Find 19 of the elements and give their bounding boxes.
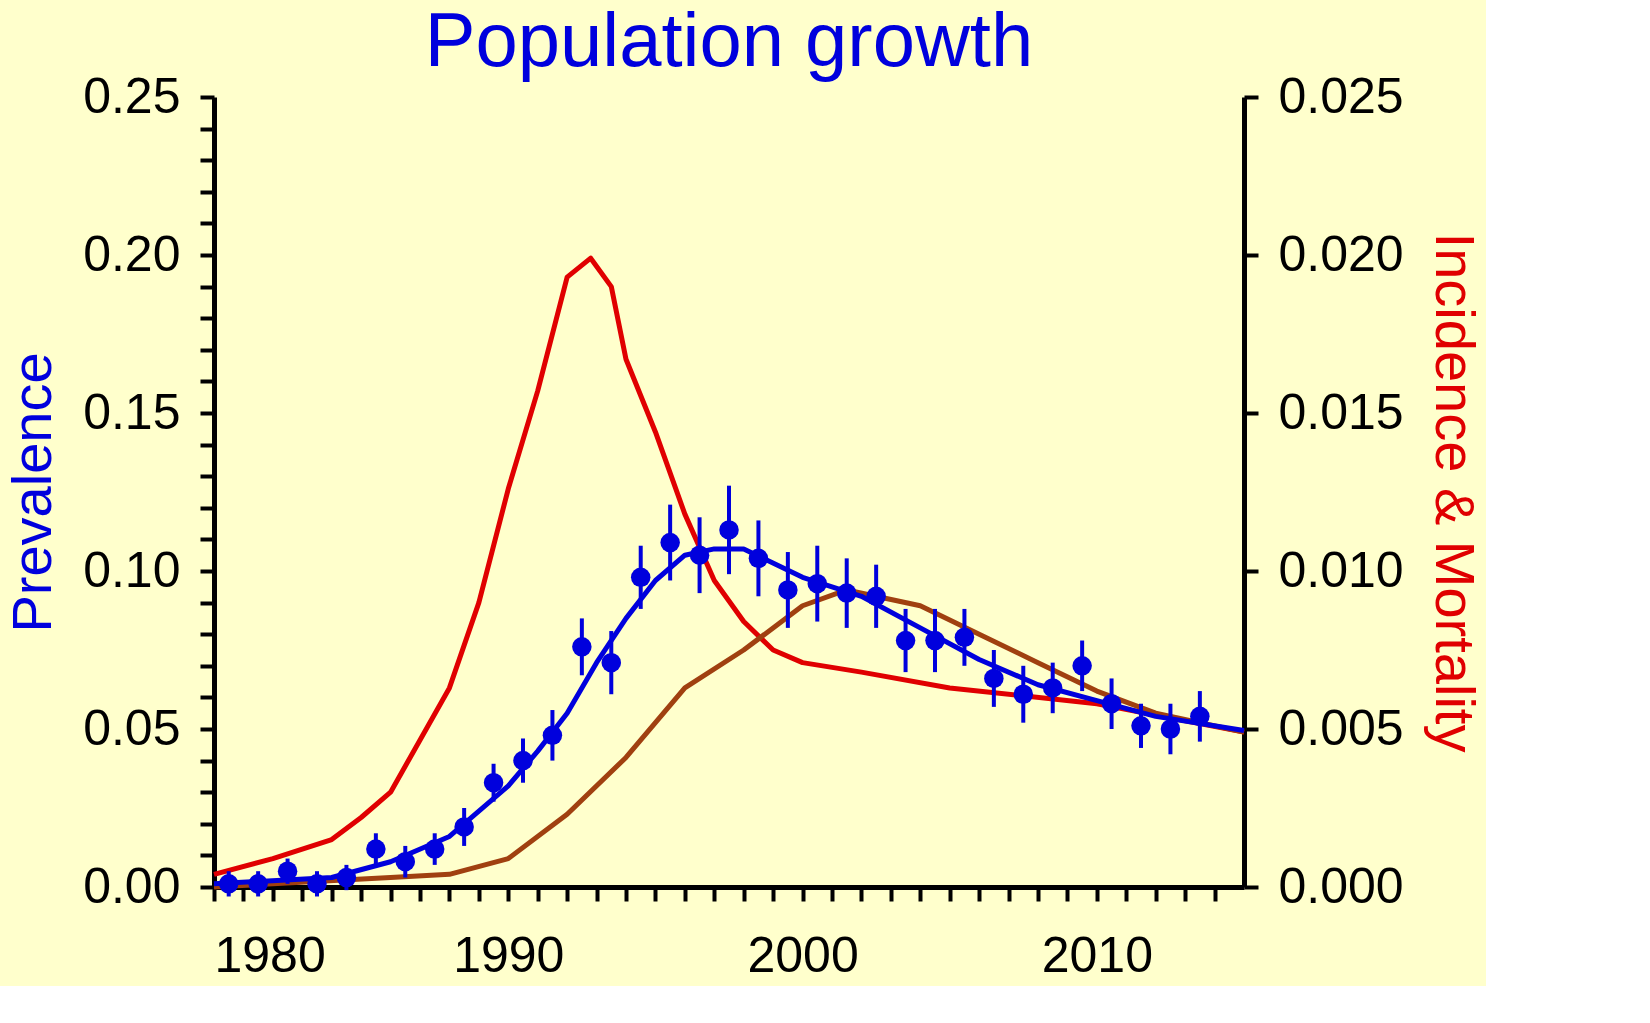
x-tick-label: 2000	[747, 926, 859, 983]
chart-title: Population growth	[424, 0, 1034, 82]
y-tick-label: 0.20	[83, 225, 181, 282]
y-tick-label: 0.10	[83, 541, 181, 598]
y-axis-title: Prevalence	[0, 352, 64, 633]
y2-tick-label: 0.015	[1278, 383, 1404, 440]
y2-tick-label: 0.020	[1278, 225, 1404, 282]
y-tick-label: 0.15	[83, 383, 181, 440]
y2-tick-label: 0.010	[1278, 541, 1404, 598]
y2-tick-label: 0.005	[1278, 699, 1404, 756]
y2-tick-label: 0.000	[1278, 857, 1404, 914]
y2-tick-label: 0.025	[1278, 67, 1404, 124]
y-tick-label: 0.25	[83, 67, 181, 124]
x-tick-label: 2010	[1041, 926, 1153, 983]
y2-axis-title: Incidence & Mortality	[1423, 232, 1487, 753]
x-tick-label: 1980	[214, 926, 326, 983]
y-tick-label: 0.05	[83, 699, 181, 756]
y-tick-label: 0.00	[83, 857, 181, 914]
x-tick-label: 1990	[453, 926, 565, 983]
